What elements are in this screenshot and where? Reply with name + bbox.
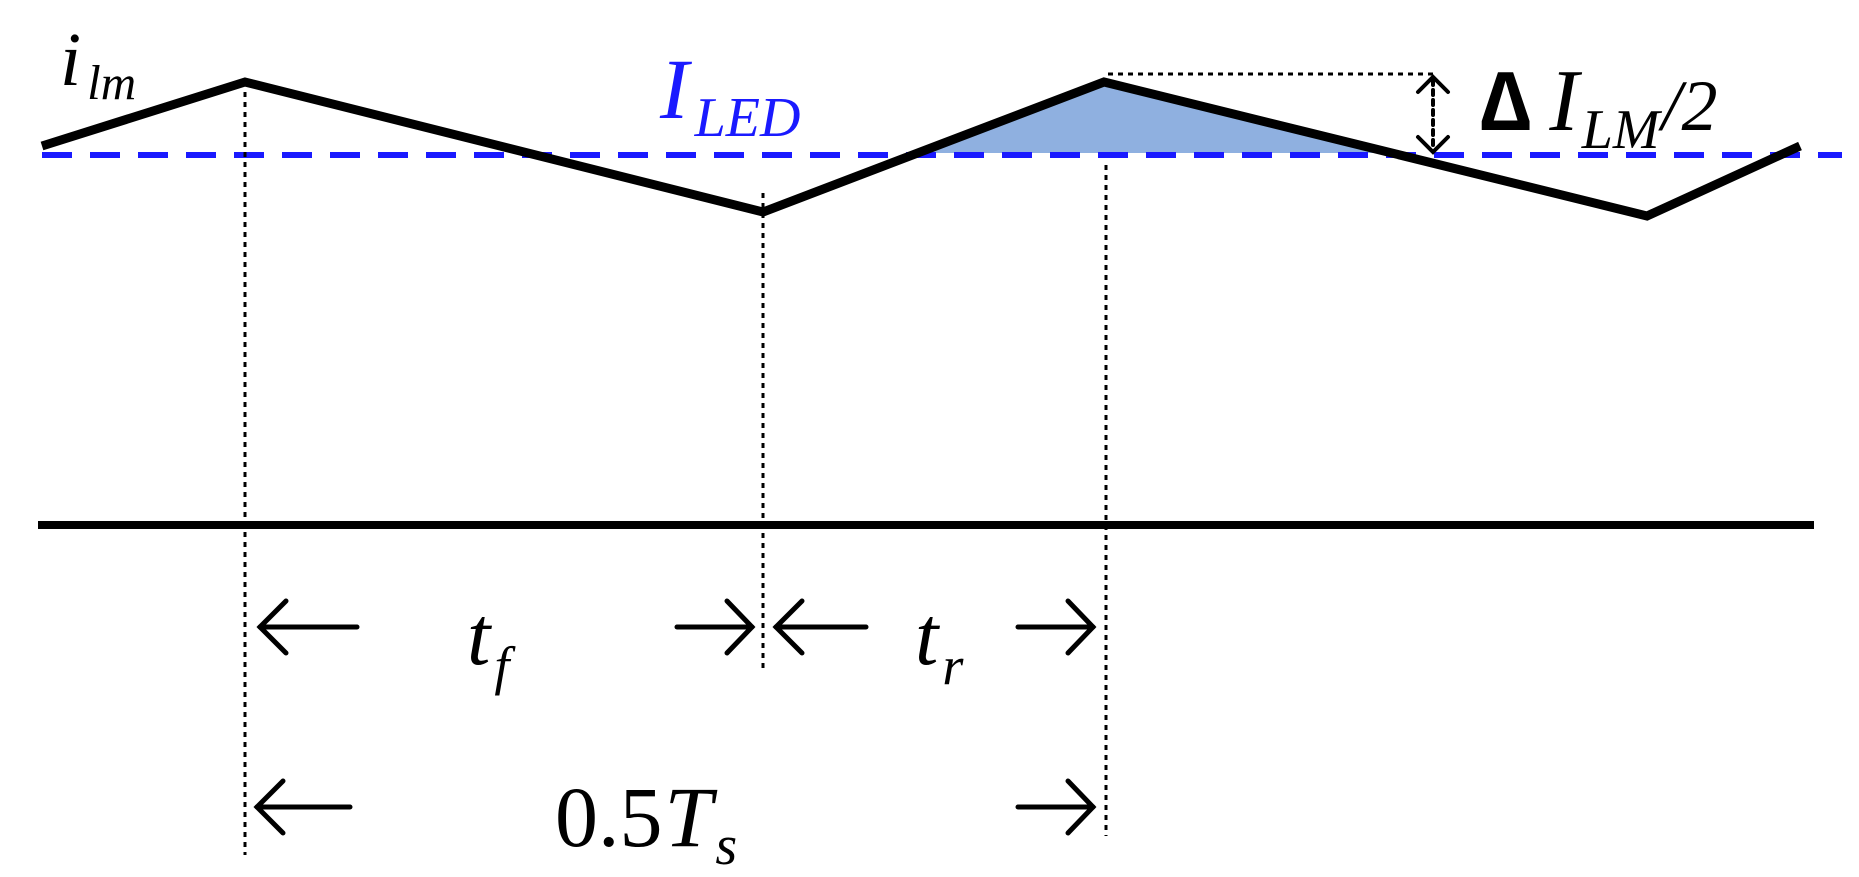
period-left-arrow-icon [253, 778, 353, 836]
inductor-current-sub: lm [87, 55, 136, 110]
half-period-main: T [665, 769, 718, 865]
rise-time-sub: r [942, 636, 964, 696]
ripple-area-fill [914, 82, 1395, 153]
rise-time-main: t [915, 590, 941, 683]
fall-time-main: t [467, 590, 493, 683]
inductor-current-label: i lm [60, 18, 136, 110]
tr-left-arrow-icon [772, 598, 869, 656]
delta-symbol: ∆ [1480, 54, 1531, 148]
tr-right-arrow-icon [1015, 598, 1097, 656]
fall-time-label: tf [467, 590, 516, 696]
ripple-main: I [1548, 53, 1582, 150]
led-current-main: I [659, 41, 692, 137]
ripple-label: ∆ ILM/2 [1480, 53, 1718, 161]
ripple-sub: LM [1581, 99, 1663, 161]
period-right-arrow-icon [1015, 778, 1097, 836]
tf-right-arrow-icon [674, 598, 756, 656]
half-period-prefix: 0.5 [555, 769, 663, 865]
tf-left-arrow-icon [256, 598, 360, 656]
half-period-sub: s [715, 815, 737, 877]
led-current-label: I LED [659, 41, 800, 149]
ripple-suffix: /2 [1658, 66, 1718, 146]
half-period-label: 0.5Ts [555, 769, 737, 877]
inductor-current-main: i [60, 18, 81, 102]
led-current-sub: LED [694, 87, 801, 149]
inductor-current-waveform [40, 77, 1802, 221]
fall-time-sub: f [494, 636, 516, 696]
rise-time-label: tr [915, 590, 964, 696]
double-headed-vertical-arrow-icon [1416, 74, 1450, 155]
